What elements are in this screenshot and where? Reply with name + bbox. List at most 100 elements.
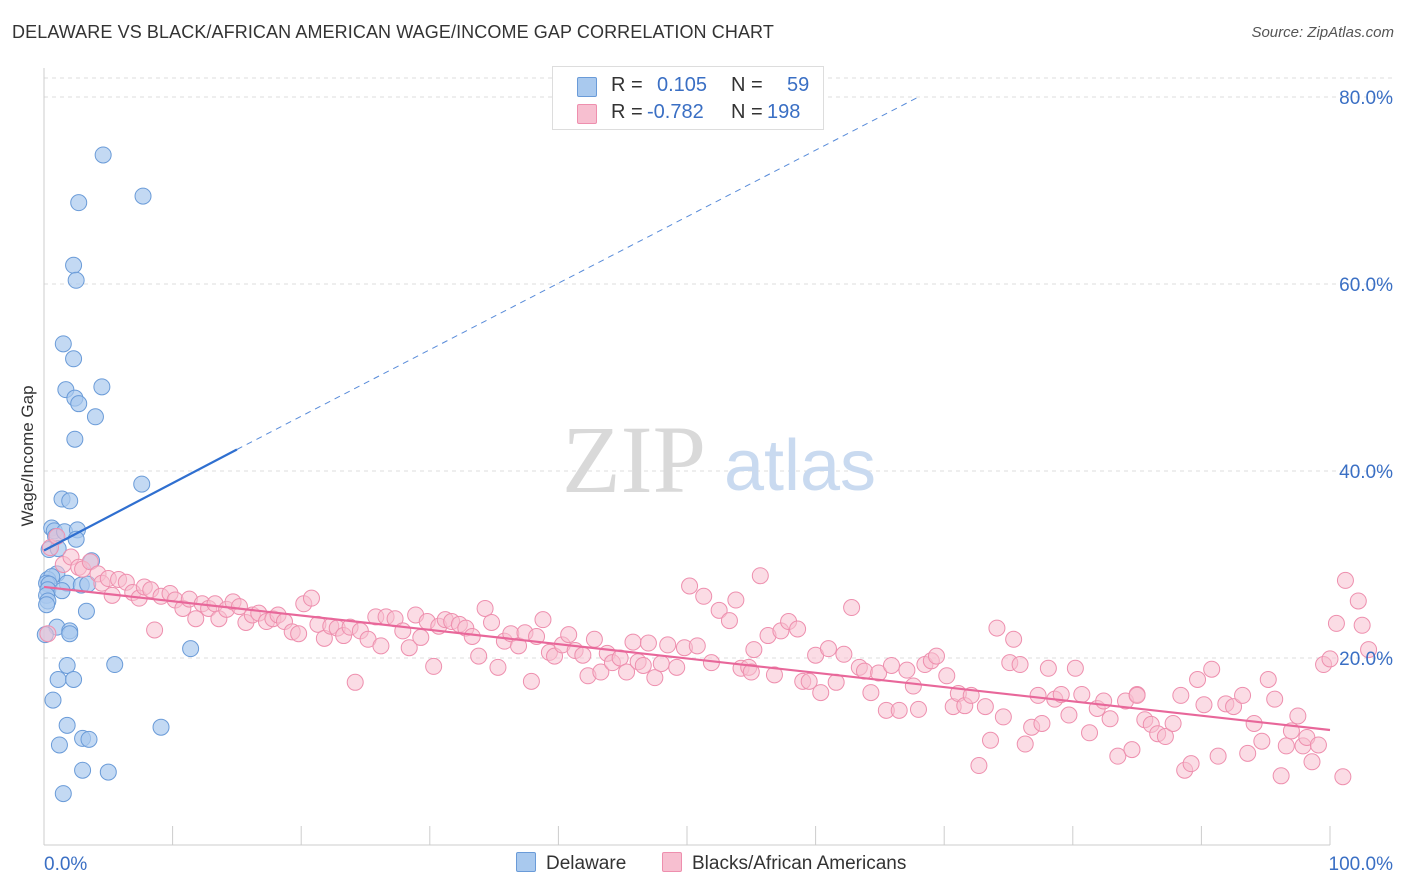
trend-line-delaware-extension (236, 96, 919, 450)
watermark-zip: ZIP (562, 406, 706, 513)
data-point-black (819, 640, 837, 658)
data-point-black (230, 598, 248, 616)
data-point-black (1005, 630, 1023, 648)
series-black-african-american (39, 527, 1378, 786)
data-point-black (1164, 714, 1182, 732)
data-point-black (1189, 671, 1207, 689)
data-point-delaware (182, 640, 200, 658)
source-credit: Source: ZipAtlas.com (1251, 24, 1394, 41)
axes (43, 68, 1331, 846)
data-point-black (1336, 571, 1354, 589)
data-point-black (585, 630, 603, 648)
data-point-black (938, 667, 956, 685)
data-point-black (1209, 747, 1227, 765)
data-point-black (1172, 686, 1190, 704)
y-tick-label: 20.0% (1339, 649, 1393, 670)
data-point-black (927, 647, 945, 665)
data-point-black (302, 589, 320, 607)
data-point-black (1327, 614, 1345, 632)
data-point-black (1203, 660, 1221, 678)
data-point-black (1101, 710, 1119, 728)
trend-line-black (43, 585, 1331, 732)
data-point-black (652, 655, 670, 673)
y-tick-label: 40.0% (1339, 462, 1393, 483)
data-point-black (1253, 732, 1271, 750)
data-point-black (988, 619, 1006, 637)
legend-swatch-delaware (516, 852, 536, 872)
data-point-black (800, 672, 818, 690)
data-point-black (483, 613, 501, 631)
data-point-black (1011, 656, 1029, 674)
zipatlas-watermark: ZIP atlas (562, 406, 876, 513)
y-axis-label: Wage/Income Gap (18, 385, 37, 527)
data-point-black (574, 646, 592, 664)
legend-n-value: 59 (787, 74, 810, 96)
data-point-black (1309, 736, 1327, 754)
data-point-black (1321, 650, 1339, 668)
data-point-delaware (133, 475, 151, 493)
data-point-delaware (53, 582, 71, 600)
data-point-black (720, 612, 738, 630)
data-point-black (976, 698, 994, 716)
trend-lines (43, 96, 1331, 732)
data-point-black (146, 621, 164, 639)
tick-labels: 20.0% 40.0% 60.0% 80.0% 0.0% 100.0% (44, 88, 1393, 875)
data-point-delaware (93, 378, 111, 396)
data-point-delaware (65, 256, 83, 274)
data-point-delaware (94, 146, 112, 164)
data-point-black (668, 658, 686, 676)
y-tick-label: 60.0% (1339, 275, 1393, 296)
data-point-delaware (106, 656, 124, 674)
data-point-delaware (134, 187, 152, 205)
data-point-delaware (58, 716, 76, 734)
legend-n-label: N = (731, 74, 763, 96)
data-point-delaware (77, 602, 95, 620)
data-point-black (1349, 592, 1367, 610)
data-point-delaware (54, 335, 72, 353)
data-point-black (1095, 692, 1113, 710)
data-point-delaware (61, 625, 79, 643)
data-point-black (745, 641, 763, 659)
data-point-black (862, 684, 880, 702)
data-point-black (1029, 686, 1047, 704)
data-point-black (835, 645, 853, 663)
data-point-black (1066, 659, 1084, 677)
data-point-black (39, 625, 57, 643)
data-point-black (898, 661, 916, 679)
data-point-black (994, 708, 1012, 726)
data-point-black (1195, 696, 1213, 714)
data-point-black (1109, 747, 1127, 765)
data-point-black (1039, 659, 1057, 677)
legend-item-delaware: Delaware (516, 852, 626, 875)
legend-r-label: R = (611, 101, 643, 123)
y-tick-label: 80.0% (1339, 88, 1393, 109)
data-point-black (1272, 767, 1290, 785)
data-point-black (890, 701, 908, 719)
data-point-delaware (44, 691, 62, 709)
data-point-black (981, 731, 999, 749)
legend-n-value: 198 (767, 101, 801, 123)
data-point-delaware (74, 761, 92, 779)
data-point-black (618, 663, 636, 681)
data-point-black (1353, 616, 1371, 634)
data-point-black (639, 634, 657, 652)
x-tick-label: 100.0% (1329, 854, 1394, 875)
data-point-delaware (70, 194, 88, 212)
data-point-black (534, 611, 552, 629)
data-point-black (1123, 741, 1141, 759)
data-point-delaware (80, 730, 98, 748)
data-point-delaware (66, 430, 84, 448)
data-point-black (634, 656, 652, 674)
data-point-black (463, 627, 481, 645)
data-point-black (470, 647, 488, 665)
data-point-black (870, 664, 888, 682)
data-point-black (592, 663, 610, 681)
data-point-delaware (65, 350, 83, 368)
data-point-black (710, 601, 728, 619)
chart-title: DELAWARE VS BLACK/AFRICAN AMERICAN WAGE/… (12, 22, 774, 42)
data-point-black (970, 757, 988, 775)
data-point-black (1052, 685, 1070, 703)
data-point-black (1259, 671, 1277, 689)
data-point-black (522, 672, 540, 690)
